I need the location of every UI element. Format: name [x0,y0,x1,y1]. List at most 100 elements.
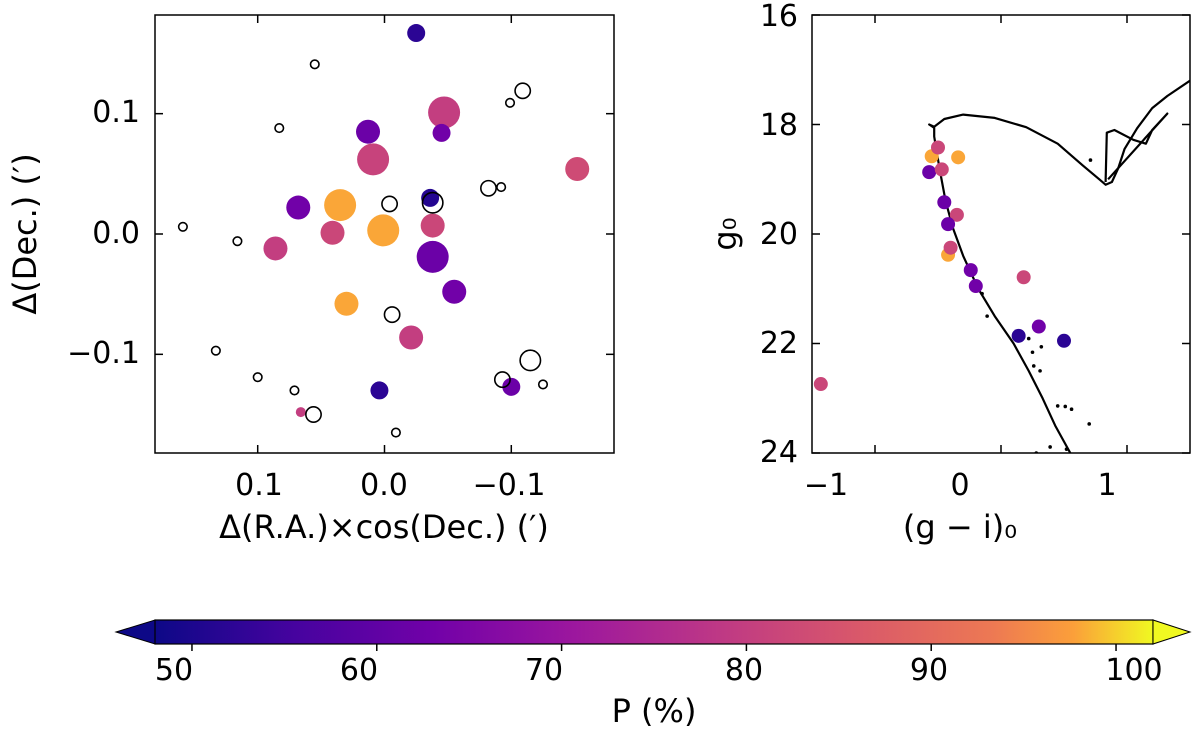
left-data-markers [177,24,590,438]
nonmember-star-marker [496,182,507,193]
field-star-dot [1039,344,1044,349]
member-star-marker [949,207,964,222]
member-star-marker [324,189,357,222]
nonmember-star-marker [252,372,263,383]
left-y-tick-label: 0.0 [92,216,140,251]
left-x-tick-label: −0.1 [473,468,546,503]
nonmember-star-marker [493,371,511,389]
nonmember-star-marker [289,385,300,396]
nonmember-star-marker [390,427,401,438]
member-star-marker [813,377,828,392]
right-y-tick-label: 16 [760,0,798,34]
field-star-dot [1055,404,1060,408]
nonmember-star-marker [504,97,516,108]
right-x-axis-label: (g − i)₀ [903,508,1017,546]
field-star-dot [1048,445,1052,449]
member-star-marker [428,96,461,129]
member-star-marker [968,279,983,294]
field-star-dot [985,314,989,318]
member-star-marker [941,217,956,232]
nonmember-star-marker [232,236,243,247]
field-star-dot [1088,158,1093,162]
left-x-tick-label: 0.1 [235,468,283,503]
member-star-marker [432,123,451,142]
left-y-tick-label: −0.1 [67,336,140,371]
nonmember-star-marker [381,195,399,213]
member-star-marker [320,220,345,245]
isochrone-branch-line [1104,112,1169,183]
member-star-marker [367,214,400,247]
colorbar-tick-label: 50 [155,653,193,688]
colorbar-tick-label: 100 [1105,653,1162,688]
nonmember-star-marker [305,406,322,423]
left-ticks [155,15,614,453]
right-y-tick-label: 22 [760,326,798,361]
member-star-marker [1016,270,1031,285]
field-star-dot [1063,404,1068,409]
member-star-marker [286,195,311,220]
colorbar-tick-label: 70 [525,653,563,688]
member-star-marker [416,240,449,273]
member-star-marker [943,240,958,255]
nonmember-star-marker [421,191,444,214]
right-axes-frame [811,14,1191,454]
member-star-marker [263,236,288,261]
member-star-marker [951,150,966,165]
member-star-marker [356,119,381,144]
right-x-tick-label: 1 [1097,468,1116,503]
right-cmd-panel: −1 0 1 16 18 20 22 24 (g − i)₀ g₀ [706,0,1191,546]
colorbar-extend-high [1152,619,1192,645]
nonmember-star-marker [177,221,188,232]
right-y-tick-label: 20 [760,217,798,252]
right-y-tick-label: 18 [760,108,798,143]
member-star-marker [399,325,424,350]
member-star-marker [502,377,521,396]
nonmember-star-marker [210,345,221,356]
left-scatter-panel: 0.1 0.0 −0.1 0.1 0.0 −0.1 Δ(R.A.)×cos(De… [6,14,615,546]
nonmember-star-marker [537,379,549,390]
colorbar: 50 60 70 80 90 100 P (%) [114,619,1192,730]
member-star-marker [420,213,445,238]
member-star-marker [934,162,949,177]
right-x-tick-label: 0 [950,468,969,503]
nonmember-star-marker [519,349,542,372]
nonmember-star-marker [309,59,320,70]
colorbar-tick-label: 60 [340,653,378,688]
member-star-marker [442,279,467,304]
colorbar-tick-label: 80 [725,653,763,688]
right-y-axis-label: g₀ [706,217,744,250]
right-ticks [812,14,1190,454]
member-star-marker [295,407,306,418]
right-x-tick-label: −1 [804,468,848,503]
field-star-dot [1031,364,1036,368]
colorbar-extend-low [114,619,156,645]
left-y-axis-label: Δ(Dec.) (′) [6,153,44,314]
colorbar-gradient [154,619,1154,645]
left-x-tick-label: 0.0 [360,468,408,503]
member-star-marker [370,381,389,400]
member-star-marker [1011,328,1026,343]
field-star-dot [1064,447,1069,451]
nonmember-star-marker [274,123,285,134]
right-data-markers [813,79,1190,453]
member-star-marker [963,263,978,278]
member-star-marker [1057,333,1071,348]
left-x-axis-label: Δ(R.A.)×cos(Dec.) (′) [219,508,549,546]
nonmember-star-marker [480,179,497,197]
field-star-dot [1030,350,1035,355]
member-star-marker [931,140,945,155]
nonmember-star-marker [383,306,401,324]
nonmember-star-marker [514,82,532,100]
colorbar-tick-label: 90 [910,653,948,688]
field-star-dot [980,291,984,296]
member-star-marker [937,195,952,210]
field-star-dot [1026,336,1031,341]
right-y-tick-label: 24 [760,435,798,470]
member-star-marker [407,24,426,43]
member-star-marker [1031,319,1046,334]
colorbar-label: P (%) [612,692,697,730]
field-star-dot [1069,407,1074,412]
member-star-marker [565,157,590,182]
member-star-marker [334,291,359,316]
